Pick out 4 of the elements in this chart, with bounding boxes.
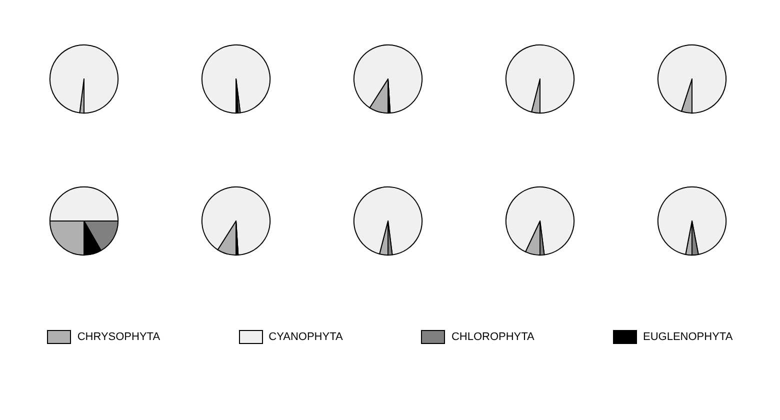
legend-label: EUGLENOPHYTA bbox=[643, 331, 733, 343]
legend-label: CHLOROPHYTA bbox=[451, 331, 534, 343]
legend-label: CYANOPHYTA bbox=[268, 331, 343, 343]
legend-label: CHRYSOPHYTA bbox=[77, 331, 160, 343]
